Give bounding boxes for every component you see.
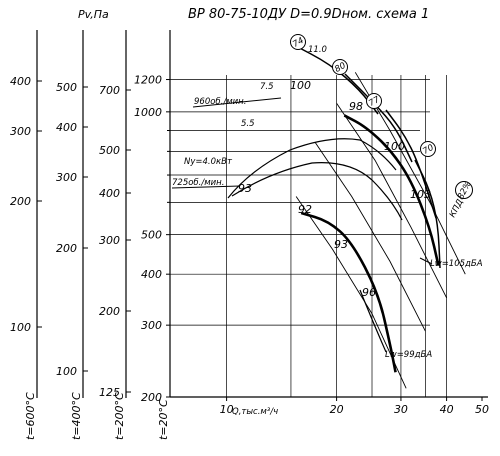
x-tick-label: 20 <box>330 403 344 416</box>
efficiency-circle <box>366 93 382 109</box>
efficiency-parabola <box>227 138 397 199</box>
y-tick-label: 500 <box>141 229 162 242</box>
axes <box>36 30 488 401</box>
y-tick-label: 400 <box>141 268 162 281</box>
efficiency-value: 98 <box>349 100 363 113</box>
efficiency-arc <box>385 109 437 219</box>
temperature-tick-label: 200 <box>10 195 31 208</box>
temperature-tick-label: 500 <box>99 144 120 157</box>
temperature-tick-label: 500 <box>56 81 77 94</box>
efficiency-parabola <box>231 162 403 221</box>
y-tick-label: 300 <box>141 319 162 332</box>
efficiency-arc <box>344 73 413 163</box>
efficiency-circle <box>290 34 306 50</box>
kpd-circle <box>455 181 473 199</box>
power-label: 11.0 <box>308 45 327 55</box>
efficiency-value: 100 <box>290 79 311 92</box>
efficiency-circle <box>332 59 348 75</box>
x-tick-label: 40 <box>440 403 454 416</box>
x-axis-label: Q,тыс.м³/ч <box>232 407 278 417</box>
x-tick-label: 10 <box>220 403 234 416</box>
power-label: 5.5 <box>241 119 255 129</box>
noise-line <box>359 289 387 353</box>
efficiency-value: 103 <box>410 188 431 201</box>
power-label: 7.5 <box>260 82 274 92</box>
temperature-tick-label: 100 <box>10 321 31 334</box>
x-tick-label: 30 <box>394 403 408 416</box>
temperature-tick-label: 700 <box>99 84 120 97</box>
temperature-tick-label: 100 <box>56 365 77 378</box>
temperature-tick-label: 200 <box>56 242 77 255</box>
efficiency-circle-label: 74 <box>291 36 305 50</box>
leader-line <box>171 185 241 189</box>
pv-axis-label: Pv,Па <box>78 8 109 21</box>
power-line <box>295 196 407 389</box>
noise-label: Lw=99дБА <box>385 350 432 360</box>
grid <box>170 75 447 397</box>
series-label-725: 725об./мин. <box>172 178 224 188</box>
temperature-tick-label: 300 <box>99 234 120 247</box>
speed-curve <box>300 211 397 373</box>
series-label-960: 960об./мин. <box>194 97 246 107</box>
power-label: Ny=4.0кВт <box>184 157 233 167</box>
efficiency-value: 93 <box>334 238 348 251</box>
leader-line <box>192 97 282 108</box>
efficiency-value: 93 <box>238 182 252 195</box>
temperature-tick-label: 300 <box>56 171 77 184</box>
temperature-tick-label: 400 <box>56 121 77 134</box>
leader-line <box>419 257 433 265</box>
temperature-tick-label: 400 <box>99 187 120 200</box>
efficiency-value: 100 <box>384 140 405 153</box>
curves <box>227 43 466 389</box>
y-tick-label: 200 <box>141 391 162 404</box>
efficiency-arc <box>414 159 441 269</box>
efficiency-circle-label: 70 <box>421 143 435 157</box>
noise-label: Lw=105дБА <box>430 259 483 269</box>
temperature-tick-label: 200 <box>99 305 120 318</box>
efficiency-circle-label: 77 <box>367 95 382 109</box>
efficiency-circle-label: 80 <box>333 61 347 75</box>
temperature-axis-label: t=600°С <box>24 392 37 440</box>
temperature-tick-label: 300 <box>10 125 31 138</box>
temperature-axis-label: t=400°С <box>70 392 83 440</box>
y-tick-label: 1200 <box>134 74 162 87</box>
efficiency-value: 92 <box>298 203 312 216</box>
temperature-axis-label: t=200°С <box>113 392 126 440</box>
temperature-tick-label: 125 <box>99 386 120 399</box>
efficiency-value: 96 <box>362 286 376 299</box>
x-tick-label: 50 <box>475 403 489 416</box>
temperature-tick-label: 400 <box>10 75 31 88</box>
chart-title: ВР 80-75-10ДУ D=0.9Dном. схема 1 <box>188 7 429 22</box>
power-line <box>315 142 426 332</box>
labels: t=600°С t=400°С t=200°С t=20°С 100 200 300 400 1… <box>10 34 489 440</box>
speed-curve <box>343 114 440 266</box>
efficiency-circle <box>420 141 436 157</box>
temperature-axis-label: t=20°С <box>157 399 170 440</box>
y-tick-label: 1000 <box>134 106 162 119</box>
